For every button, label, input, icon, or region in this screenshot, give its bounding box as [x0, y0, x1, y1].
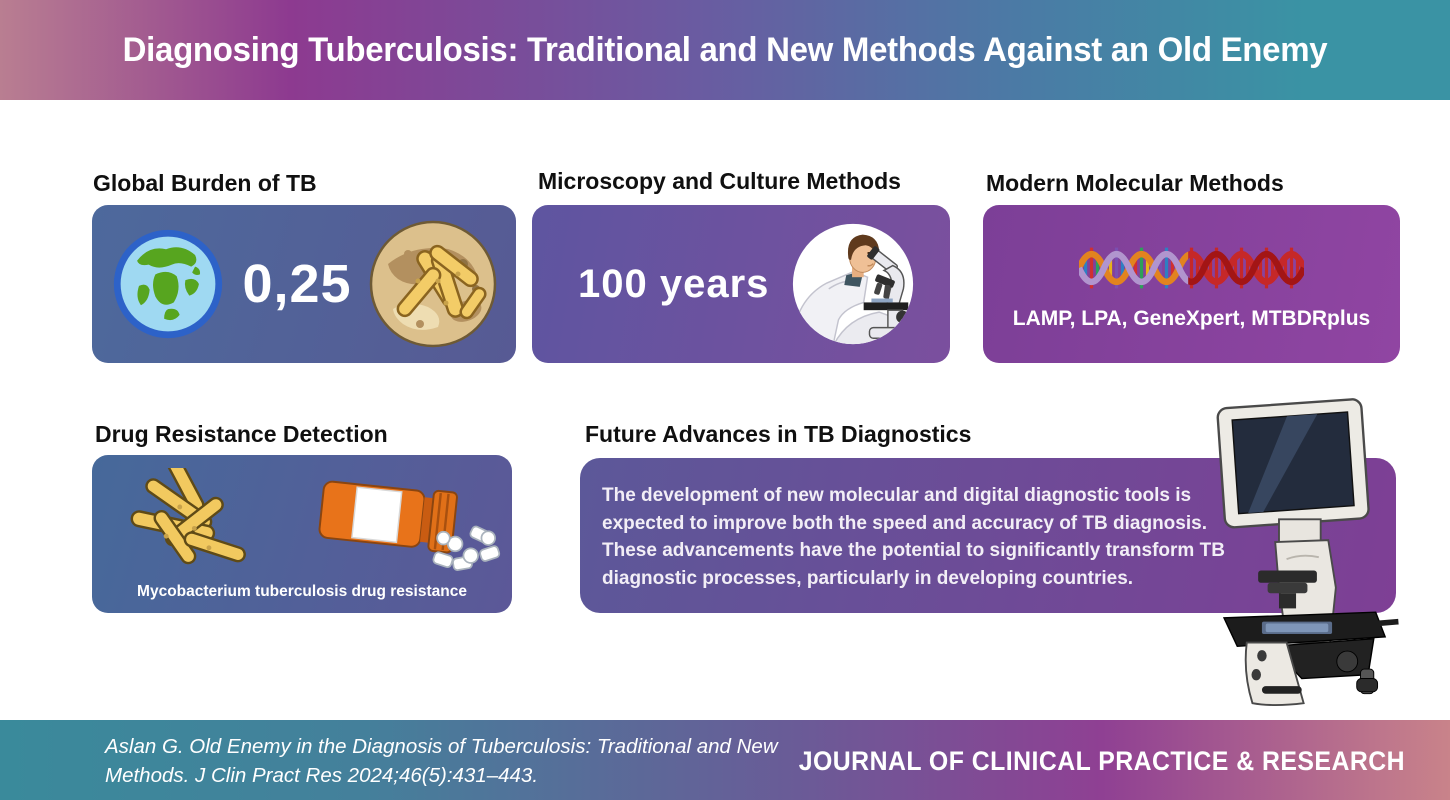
- heading-global-burden: Global Burden of TB: [93, 170, 317, 196]
- globe-icon: [110, 226, 226, 342]
- pill-bottle-icon: [307, 468, 502, 580]
- heading-future-advances: Future Advances in TB Diagnostics: [585, 421, 972, 447]
- digital-microscope-icon: [1188, 396, 1406, 708]
- citation: Aslan G. Old Enemy in the Diagnosis of T…: [105, 732, 778, 790]
- tb-bacteria-colony-icon: [368, 219, 498, 349]
- microscopy-years-value: 100 years: [578, 261, 770, 306]
- heading-microscopy: Microscopy and Culture Methods: [538, 168, 901, 194]
- page-title: Diagnosing Tuberculosis: Traditional and…: [122, 30, 1328, 69]
- molecular-methods-list: LAMP, LPA, GeneXpert, MTBDRplus: [1012, 307, 1371, 330]
- drug-resistance-caption: Mycobacterium tuberculosis drug resistan…: [137, 583, 467, 600]
- heading-molecular: Modern Molecular Methods: [986, 170, 1284, 196]
- dna-helix-icon: [1079, 237, 1304, 299]
- card-molecular: LAMP, LPA, GeneXpert, MTBDRplus: [983, 205, 1400, 363]
- future-advances-text: The development of new molecular and dig…: [602, 485, 1225, 589]
- footer-banner: Aslan G. Old Enemy in the Diagnosis of T…: [0, 720, 1450, 800]
- heading-drug-resistance: Drug Resistance Detection: [95, 421, 388, 447]
- title-banner: Diagnosing Tuberculosis: Traditional and…: [0, 0, 1450, 100]
- scientist-microscope-icon: [790, 221, 916, 347]
- card-microscopy: 100 years: [532, 205, 950, 363]
- card-drug-resistance: Mycobacterium tuberculosis drug resistan…: [92, 452, 512, 613]
- card-global-burden: 0,25: [92, 205, 516, 363]
- citation-line-2: Methods. J Clin Pract Res 2024;46(5):431…: [105, 764, 539, 787]
- citation-line-1: Aslan G. Old Enemy in the Diagnosis of T…: [105, 735, 778, 758]
- tb-bacteria-cluster-icon: [102, 452, 277, 580]
- journal-name: JOURNAL OF CLINICAL PRACTICE & RESEARCH: [798, 746, 1405, 776]
- tb-burden-value: 0,25: [242, 254, 352, 314]
